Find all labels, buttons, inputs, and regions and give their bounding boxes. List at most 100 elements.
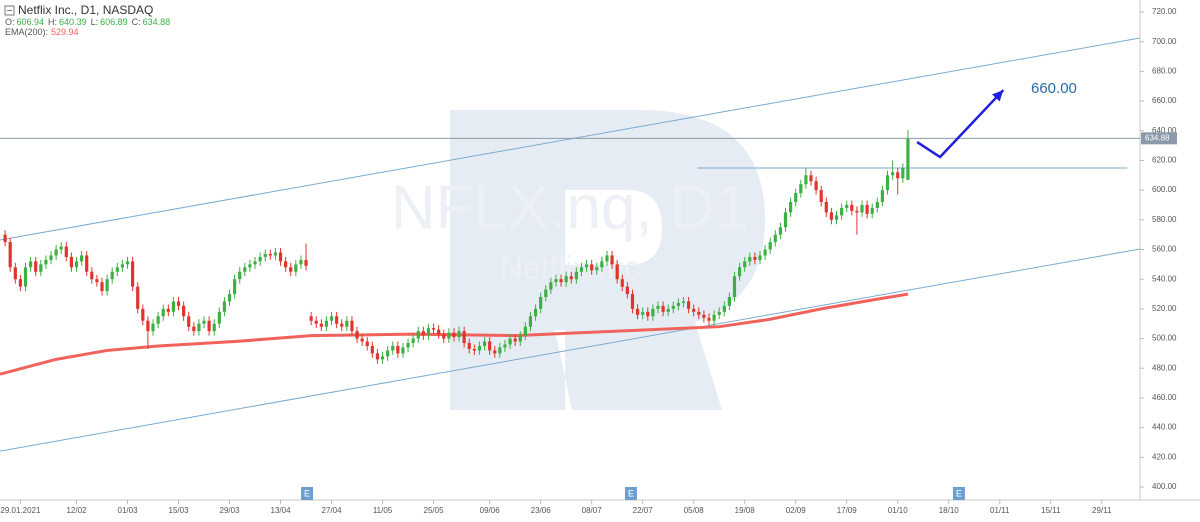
candle-body bbox=[85, 255, 89, 272]
candle-body bbox=[870, 207, 874, 214]
candle-body bbox=[773, 234, 777, 243]
candle-body bbox=[222, 301, 227, 312]
forecast-arrow bbox=[916, 89, 1005, 159]
candle-body bbox=[564, 276, 568, 283]
earnings-marker bbox=[952, 487, 965, 500]
candle-body bbox=[80, 255, 84, 262]
candle-body bbox=[319, 323, 323, 327]
candle-body bbox=[233, 279, 237, 295]
candle-body bbox=[855, 210, 859, 213]
candle-body bbox=[39, 264, 43, 272]
arrow-head bbox=[992, 90, 1004, 102]
earnings-label: E bbox=[956, 488, 962, 498]
candle-body bbox=[875, 202, 879, 208]
candle-body bbox=[789, 202, 793, 213]
ohlc-value: 640.39 bbox=[59, 17, 87, 27]
candle-body bbox=[896, 172, 900, 179]
candle-body bbox=[880, 190, 885, 202]
candle-body bbox=[697, 311, 701, 315]
candle-body bbox=[401, 347, 405, 354]
x-tick-label: 11/05 bbox=[373, 506, 393, 515]
candle-body bbox=[891, 172, 895, 176]
price-label: 634.88 bbox=[1145, 133, 1170, 142]
candle-body bbox=[273, 252, 278, 256]
candle-body bbox=[472, 348, 476, 351]
toggle-icon[interactable] bbox=[4, 5, 15, 16]
candle-body bbox=[523, 326, 527, 336]
candle-body bbox=[804, 175, 808, 185]
earnings-label: E bbox=[628, 488, 634, 498]
x-tick-label: 22/07 bbox=[633, 506, 654, 515]
candle-body bbox=[197, 323, 201, 332]
x-tick-label: 18/10 bbox=[939, 506, 960, 515]
y-tick-label: 600.00 bbox=[1152, 185, 1177, 194]
candle-body bbox=[74, 261, 79, 268]
candle-body bbox=[605, 255, 609, 262]
candle-body bbox=[345, 320, 349, 327]
candle-body bbox=[8, 242, 12, 268]
y-tick-label: 700.00 bbox=[1152, 37, 1177, 46]
candle-body bbox=[227, 294, 232, 302]
candle-body bbox=[13, 267, 17, 280]
x-tick-label: 25/05 bbox=[424, 506, 445, 515]
candle-body bbox=[488, 341, 492, 351]
candle-body bbox=[18, 279, 23, 287]
trend-line bbox=[0, 37, 1141, 241]
y-tick-label: 640.00 bbox=[1152, 126, 1177, 135]
y-tick-label: 560.00 bbox=[1152, 245, 1177, 254]
candle-body bbox=[421, 331, 425, 336]
candle-body bbox=[610, 255, 614, 265]
x-tick-label: 19/08 bbox=[735, 506, 756, 515]
candle-body bbox=[482, 341, 487, 346]
candle-body bbox=[365, 341, 369, 346]
x-tick-label: 27/04 bbox=[322, 506, 343, 515]
candle-body bbox=[289, 267, 293, 272]
candle-body bbox=[676, 302, 680, 306]
candle-body bbox=[243, 267, 247, 272]
x-tick-label: 29.01.2021 bbox=[0, 506, 41, 515]
candle-body bbox=[34, 261, 38, 272]
candle-body bbox=[824, 202, 828, 213]
candle-body bbox=[646, 311, 650, 317]
candle-body bbox=[90, 271, 94, 280]
candle-body bbox=[702, 314, 706, 318]
candle-body bbox=[141, 308, 145, 321]
candle-body bbox=[692, 308, 696, 312]
candle-body bbox=[661, 305, 665, 312]
ohlc-key: H: bbox=[48, 17, 57, 27]
candle-body bbox=[110, 271, 114, 280]
y-tick-label: 460.00 bbox=[1152, 393, 1177, 402]
candle-body bbox=[860, 204, 864, 213]
y-tick-label: 680.00 bbox=[1152, 66, 1177, 75]
candle-body bbox=[794, 193, 798, 202]
candle-body bbox=[375, 353, 380, 360]
candle-body bbox=[437, 329, 441, 335]
candle-body bbox=[278, 252, 283, 262]
candle-body bbox=[559, 279, 563, 283]
x-tick-label: 15/03 bbox=[169, 506, 190, 515]
candle-body bbox=[865, 204, 869, 214]
candle-body bbox=[95, 279, 99, 283]
candle-body bbox=[620, 279, 624, 287]
candle-body bbox=[396, 345, 400, 354]
candle-body bbox=[783, 212, 788, 228]
earnings-marker bbox=[624, 487, 637, 500]
candle-body bbox=[182, 305, 186, 317]
candle-body bbox=[146, 320, 150, 332]
candle-body bbox=[595, 267, 599, 271]
x-tick-label: 01/03 bbox=[118, 506, 139, 515]
candle-body bbox=[727, 297, 731, 306]
candle-body bbox=[579, 267, 584, 272]
candle-body bbox=[630, 294, 635, 309]
candle-body bbox=[355, 331, 359, 339]
candle-body bbox=[518, 335, 522, 342]
candle-body bbox=[340, 323, 344, 327]
y-tick-label: 480.00 bbox=[1152, 363, 1177, 372]
candle-body bbox=[503, 344, 507, 348]
candle-body bbox=[814, 181, 818, 191]
candle-body bbox=[360, 338, 364, 342]
candle-body bbox=[370, 345, 374, 354]
candle-body bbox=[528, 316, 533, 327]
x-tick-label: 13/04 bbox=[271, 506, 292, 515]
candle-body bbox=[44, 259, 48, 265]
